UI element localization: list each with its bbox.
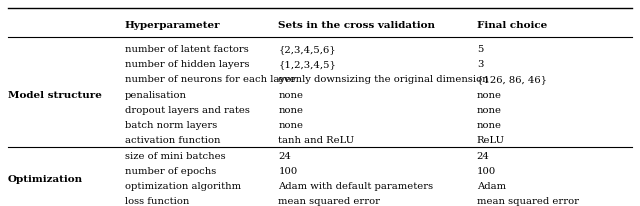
Text: penalisation: penalisation — [125, 90, 187, 99]
Text: evenly downsizing the original dimension: evenly downsizing the original dimension — [278, 75, 489, 84]
Text: activation function: activation function — [125, 135, 220, 144]
Text: Adam: Adam — [477, 181, 506, 190]
Text: 5: 5 — [477, 45, 483, 54]
Text: tanh and ReLU: tanh and ReLU — [278, 135, 355, 144]
Text: dropout layers and rates: dropout layers and rates — [125, 105, 250, 114]
Text: number of epochs: number of epochs — [125, 166, 216, 175]
Text: 24: 24 — [278, 151, 291, 160]
Text: {1,2,3,4,5}: {1,2,3,4,5} — [278, 60, 336, 69]
Text: none: none — [278, 120, 303, 129]
Text: none: none — [477, 90, 502, 99]
Text: mean squared error: mean squared error — [278, 196, 380, 205]
Text: 3: 3 — [477, 60, 483, 69]
Text: none: none — [278, 105, 303, 114]
Text: 100: 100 — [278, 166, 298, 175]
Text: optimization algorithm: optimization algorithm — [125, 181, 241, 190]
Text: ReLU: ReLU — [477, 135, 505, 144]
Text: none: none — [477, 120, 502, 129]
Text: size of mini batches: size of mini batches — [125, 151, 225, 160]
Text: 24: 24 — [477, 151, 490, 160]
Text: Sets in the cross validation: Sets in the cross validation — [278, 21, 435, 30]
Text: 100: 100 — [477, 166, 496, 175]
Text: Adam with default parameters: Adam with default parameters — [278, 181, 433, 190]
Text: Hyperparameter: Hyperparameter — [125, 21, 220, 30]
Text: batch norm layers: batch norm layers — [125, 120, 217, 129]
Text: loss function: loss function — [125, 196, 189, 205]
Text: number of latent factors: number of latent factors — [125, 45, 248, 54]
Text: {126, 86, 46}: {126, 86, 46} — [477, 75, 547, 84]
Text: Final choice: Final choice — [477, 21, 547, 30]
Text: mean squared error: mean squared error — [477, 196, 579, 205]
Text: {2,3,4,5,6}: {2,3,4,5,6} — [278, 45, 336, 54]
Text: Optimization: Optimization — [8, 174, 83, 183]
Text: number of hidden layers: number of hidden layers — [125, 60, 250, 69]
Text: Model structure: Model structure — [8, 90, 102, 99]
Text: none: none — [477, 105, 502, 114]
Text: none: none — [278, 90, 303, 99]
Text: number of neurons for each layer: number of neurons for each layer — [125, 75, 296, 84]
